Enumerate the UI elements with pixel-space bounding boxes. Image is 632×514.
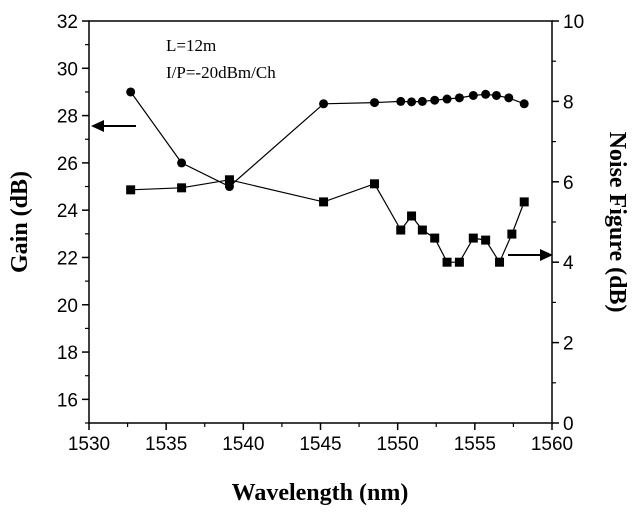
gain-point: [396, 96, 406, 106]
y-tick-label: 32: [57, 12, 78, 33]
noise-figure-point: [495, 257, 505, 267]
y2-tick-label: 4: [563, 253, 574, 274]
noise-figure-point: [468, 233, 478, 243]
noise-figure-point: [417, 225, 427, 235]
noise-figure-point: [224, 175, 234, 185]
gain-point: [491, 90, 501, 100]
y-axis-title: Gain (dB): [7, 171, 33, 273]
x-tick-label: 1555: [454, 434, 496, 455]
y2-tick-label: 8: [563, 92, 574, 113]
noise-figure-series: [126, 175, 529, 267]
y2-tick-label: 6: [563, 173, 574, 194]
noise-figure-point: [507, 229, 517, 239]
y-tick-label: 28: [57, 107, 78, 128]
y-tick-label: 24: [57, 201, 79, 222]
gain-point: [407, 97, 417, 107]
y-tick-label: 26: [57, 154, 78, 175]
y-tick-label: 22: [57, 248, 78, 269]
noise-figure-line: [130, 179, 525, 264]
noise-figure-point: [126, 185, 136, 195]
gain-point: [319, 99, 329, 109]
noise-figure-point: [442, 257, 452, 267]
x-tick-label: 1545: [299, 434, 341, 455]
noise-figure-point: [454, 257, 464, 267]
gain-point: [126, 87, 136, 97]
x-tick-label: 1550: [377, 434, 419, 455]
y-tick-label: 16: [57, 390, 78, 411]
x-tick-label: 1540: [222, 434, 264, 455]
x-tick-label: 1530: [68, 434, 110, 455]
plot-area-frame: [88, 20, 553, 424]
noise-figure-point: [177, 183, 187, 193]
y2-tick-label: 10: [563, 12, 584, 33]
x-axis-title: Wavelength (nm): [232, 480, 409, 506]
y2-axis-title: Noise Figure (dB): [604, 132, 630, 313]
noise-figure-point: [319, 197, 329, 207]
noise-axis-arrow-icon: [540, 249, 553, 261]
gain-line: [130, 91, 525, 188]
noise-figure-point: [370, 179, 380, 189]
x-tick-label: 1535: [145, 434, 187, 455]
gain-point: [442, 94, 452, 104]
gain-series: [126, 87, 529, 192]
gain-point: [177, 158, 187, 168]
gain-point: [454, 93, 464, 103]
annotation-length: L=12m: [166, 36, 216, 55]
gain-point: [481, 89, 491, 99]
gain-point: [370, 98, 380, 108]
y2-tick-label: 0: [563, 414, 574, 435]
noise-figure-point: [519, 197, 529, 207]
noise-figure-point: [430, 233, 440, 243]
gain-point: [430, 95, 440, 105]
series-layer: [126, 87, 529, 267]
y-tick-label: 18: [57, 343, 78, 364]
ticks-layer: 1530 1535 1540 1545 1550 1555 1560161820222426…: [57, 12, 584, 455]
gain-point: [468, 90, 478, 100]
y2-tick-label: 2: [563, 334, 574, 355]
gain-point: [519, 99, 529, 109]
gain-axis-arrow-icon: [91, 120, 104, 132]
annotation-input-power: I/P=-20dBm/Ch: [166, 63, 276, 82]
x-tick-label: 1560: [531, 434, 573, 455]
y-tick-label: 20: [57, 296, 78, 317]
noise-figure-point: [396, 225, 406, 235]
gain-point: [417, 96, 427, 106]
noise-figure-point: [481, 235, 491, 245]
y-tick-label: 30: [57, 59, 78, 80]
noise-figure-point: [407, 211, 417, 221]
gain-point: [504, 93, 514, 103]
